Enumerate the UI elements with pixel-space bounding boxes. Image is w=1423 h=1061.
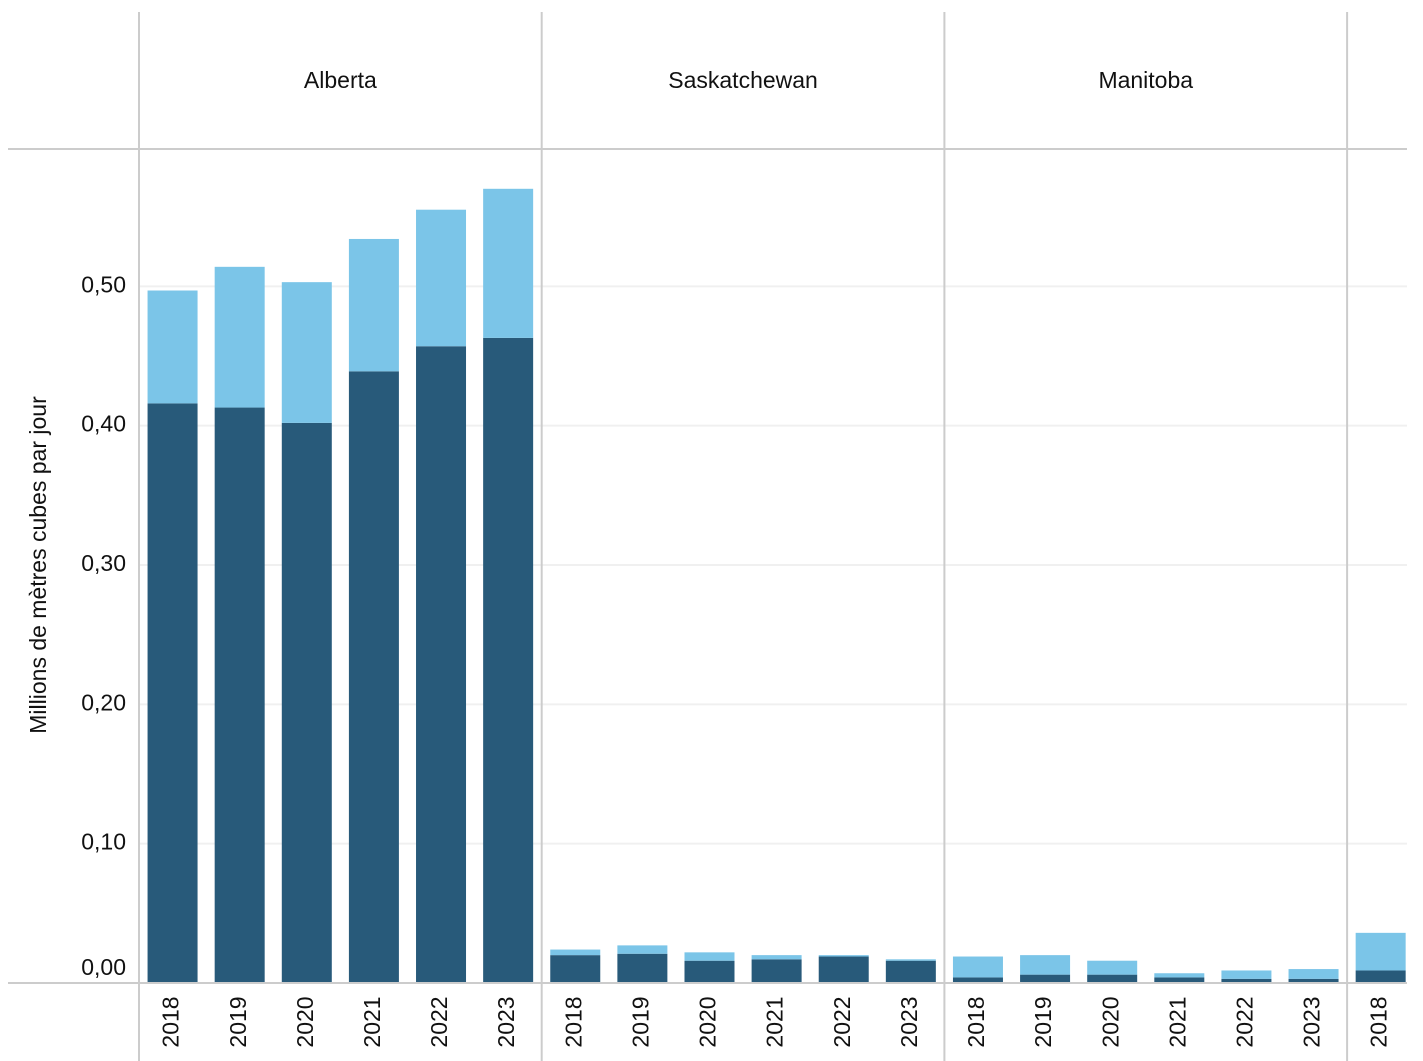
bar-segment	[684, 952, 735, 961]
x-tick-label: 2019	[1030, 996, 1056, 1047]
bar-segment	[147, 403, 198, 984]
x-tick-label: 2022	[1232, 996, 1258, 1047]
bar-segment	[1221, 970, 1272, 979]
x-tick-label: 2020	[1097, 996, 1123, 1047]
bar-segment	[952, 956, 1003, 978]
bar-segment	[1154, 977, 1205, 983]
x-tick-label: 2022	[829, 996, 855, 1047]
x-tick-label: 2023	[896, 996, 922, 1047]
bar-segment	[416, 346, 467, 983]
bar-segment	[1087, 960, 1138, 975]
bar-segment	[550, 949, 601, 956]
x-tick-label: 2023	[493, 996, 519, 1047]
bar-segment	[214, 266, 265, 408]
bar-segment	[214, 407, 265, 983]
bar-segment	[1087, 974, 1138, 983]
bar-segment	[550, 955, 601, 983]
x-tick-label: 2020	[695, 996, 721, 1047]
panel-title: Alberta	[304, 67, 377, 93]
bar-segment	[617, 953, 668, 983]
bar-segment	[1288, 978, 1339, 983]
bar-segment	[1355, 932, 1406, 971]
x-tick-label: 2021	[762, 996, 788, 1047]
bar-segment	[1020, 974, 1071, 983]
x-tick-label: 2021	[359, 996, 385, 1047]
y-tick-label: 0,40	[81, 411, 126, 437]
bar-segment	[751, 955, 802, 960]
x-tick-label: 2022	[426, 996, 452, 1047]
bar-segment	[885, 959, 936, 961]
x-tick-label: 2020	[292, 996, 318, 1047]
bar-segment	[818, 955, 869, 957]
bar-segment	[147, 290, 198, 404]
panel-title: Saskatchewan	[668, 67, 818, 93]
bar-segment	[1288, 969, 1339, 979]
bar-segment	[751, 959, 802, 983]
x-tick-label: 2018	[560, 996, 586, 1047]
bar-segment	[348, 238, 399, 372]
bar-segment	[885, 960, 936, 983]
y-tick-label: 0,10	[81, 829, 126, 855]
bar-segment	[1154, 973, 1205, 978]
bar-segment	[483, 337, 534, 983]
y-tick-label: 0,50	[81, 271, 126, 297]
x-tick-label: 2018	[158, 996, 184, 1047]
bar-segment	[1221, 978, 1272, 983]
bar-segment	[818, 956, 869, 983]
y-tick-label: 0,00	[81, 954, 126, 980]
x-tick-label: 2019	[627, 996, 653, 1047]
bar-segment	[617, 945, 668, 954]
bar-segment	[684, 960, 735, 983]
x-tick-label: 2019	[225, 996, 251, 1047]
x-tick-label: 2023	[1299, 996, 1325, 1047]
y-axis-title: Millions de mètres cubes par jour	[25, 396, 51, 734]
y-tick-label: 0,30	[81, 550, 126, 576]
bar-segment	[1355, 970, 1406, 983]
bar-segment	[348, 371, 399, 983]
bar-segment	[1020, 955, 1071, 975]
bar-segment	[281, 282, 332, 423]
x-tick-label: 2021	[1164, 996, 1190, 1047]
bar-segment	[281, 422, 332, 983]
x-tick-label: 2018	[1366, 996, 1392, 1047]
panel-title: Manitoba	[1098, 67, 1193, 93]
bar-segment	[952, 977, 1003, 983]
x-tick-label: 2018	[963, 996, 989, 1047]
bar-segment	[483, 188, 534, 338]
y-tick-label: 0,20	[81, 689, 126, 715]
bar-segment	[416, 209, 467, 347]
